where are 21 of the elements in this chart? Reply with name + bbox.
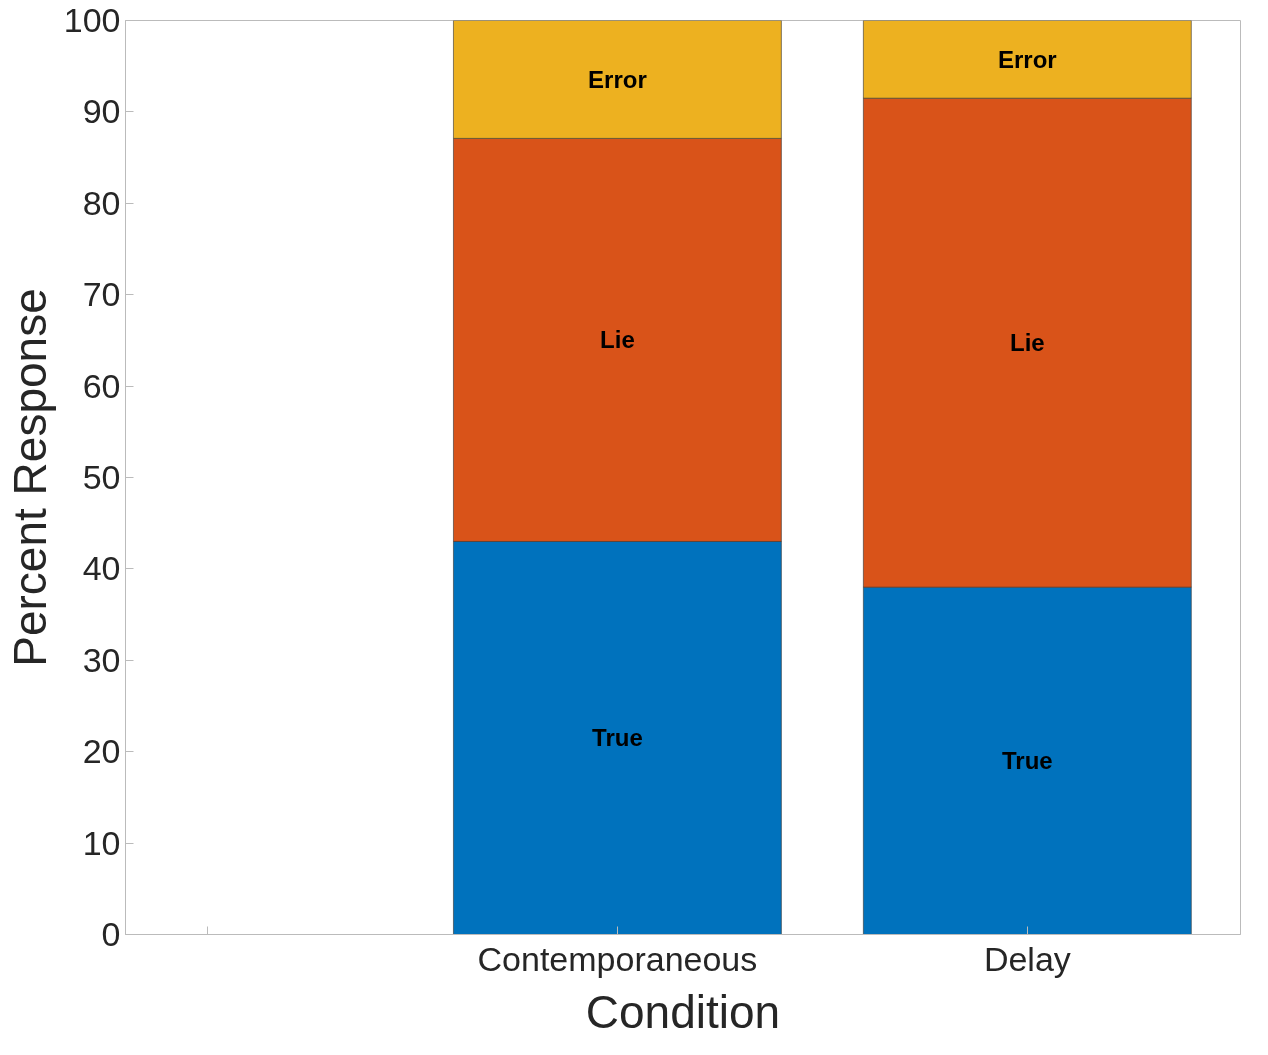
y-tick-label: 50 (82, 458, 121, 496)
y-tick-label: 70 (82, 275, 121, 314)
y-tick-label: 20 (82, 732, 121, 771)
x-tick-label: Delay (983, 939, 1071, 978)
y-tick-label: 30 (82, 640, 121, 679)
text: Lie (600, 326, 635, 354)
y-tick-label: 90 (82, 92, 121, 131)
y-tick-label: 10 (82, 823, 121, 862)
text: True (1002, 747, 1053, 775)
text: Error (588, 65, 647, 93)
y-tick-label: 100 (63, 1, 121, 39)
x-axis-title: Condition (585, 985, 781, 1038)
y-tick-label: 0 (101, 915, 121, 953)
y-tick-label: 80 (82, 183, 121, 222)
x-tick-label: Contemporaneous (477, 939, 758, 978)
series-label: Error (997, 45, 1057, 73)
y-tick-label: 40 (82, 549, 121, 588)
series-label: Lie (1010, 329, 1045, 357)
series-label: True (592, 724, 643, 752)
y-tick-label: 60 (82, 366, 121, 405)
y-axis-title: Percent Response (3, 288, 56, 667)
